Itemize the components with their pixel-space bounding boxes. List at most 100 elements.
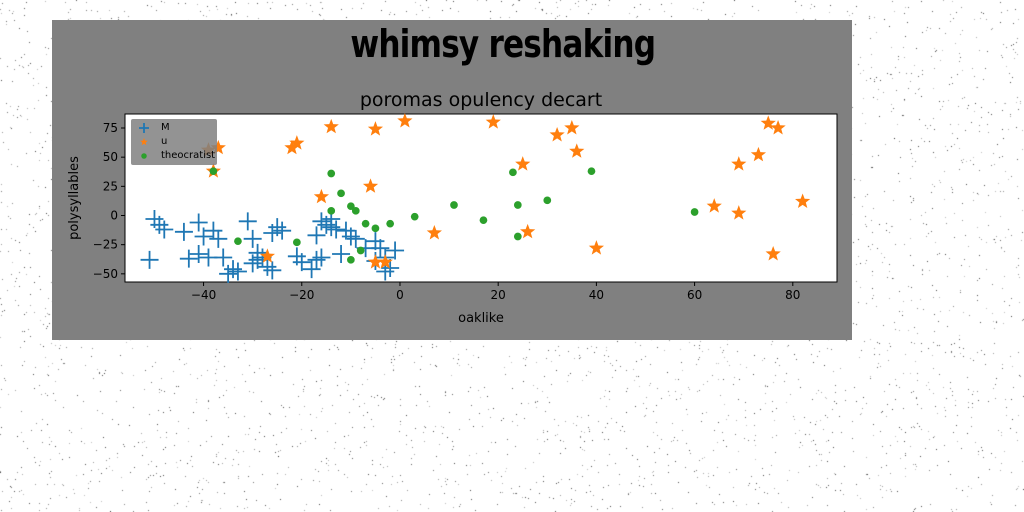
data-point-star [569,143,585,158]
data-point-plus [366,232,385,251]
legend-marker-shape [139,123,149,133]
legend-marker [140,138,148,146]
data-point-star [259,248,276,263]
data-point-star [588,240,604,255]
data-point-plus [341,227,360,246]
data-point-star [706,198,722,213]
data-point-plus [214,248,233,267]
data-point-plus [268,218,287,237]
data-point-circle [690,208,699,216]
legend-marker [139,123,149,133]
y-tick-label: 50 [103,150,118,164]
data-point-plus [312,212,331,231]
axis-ticks: −40 −20 0 20 40 60 80 −50 −25 0 25 50 75 [93,121,801,302]
data-point-plus [228,262,247,281]
x-tick-label: 80 [785,288,800,302]
data-point-circle [356,246,365,255]
y-tick-label: 25 [103,179,118,193]
data-point-plus [219,264,238,283]
data-point-circle [371,224,380,233]
x-tick-label: 20 [491,288,506,302]
data-point-star [760,115,776,130]
data-point-circle [327,206,336,215]
x-tick-label: −40 [191,288,216,302]
data-point-circle [386,219,395,228]
data-point-circle [347,202,355,211]
data-point-star [564,120,580,135]
data-point-star [289,135,305,150]
x-tick-label: −20 [289,288,314,302]
data-point-plus [263,261,282,280]
data-point-plus [327,220,346,239]
legend-label: u [161,136,168,147]
data-point-plus [179,249,198,268]
data-point-star [362,178,379,193]
data-point-star [426,225,442,240]
data-point-plus [189,245,208,263]
data-point-star [731,156,747,171]
data-point-plus [189,213,208,232]
data-point-plus [381,259,400,277]
data-point-star [485,114,501,129]
data-point-star [210,139,226,155]
data-point-star [377,254,393,269]
data-point-star [284,139,300,155]
legend-marker-shape [140,138,148,146]
legend-marker-shape [141,153,147,159]
legend-marker [141,153,147,159]
y-tick-label: −50 [93,267,118,281]
data-point-circle [337,189,345,198]
data-point-plus [209,229,228,248]
data-point-plus [150,215,169,234]
data-point-circle [450,201,458,209]
data-point-star [765,246,781,261]
data-point-plus [194,227,213,246]
data-point-circle [479,216,488,225]
data-point-circle [587,167,596,176]
data-point-circle [509,168,517,177]
data-point-circle [410,212,419,221]
x-tick-label: 60 [687,288,702,302]
data-point-plus [238,212,257,231]
data-point-plus [155,220,174,239]
y-tick-label: −25 [93,238,118,252]
data-point-star [367,254,384,269]
data-point-circle [361,219,370,228]
legend-label: M [161,122,170,133]
data-point-plus [174,222,193,241]
plot-area [124,113,838,283]
data-point-plus [243,229,262,248]
data-point-circle [327,169,336,178]
data-point-star [367,121,384,136]
data-point-circle [293,238,301,247]
data-point-star [731,205,747,220]
data-point-star [750,146,767,162]
data-point-circle [351,206,360,215]
data-point-star [515,156,531,171]
data-point-plus [243,254,262,273]
data-point-plus [204,221,223,240]
data-point-plus [307,226,326,245]
y-tick-label: 0 [110,209,118,223]
y-axis-label: polysyllables [67,156,82,240]
data-point-star [520,223,536,239]
data-point-star [397,113,413,128]
data-point-circle [209,167,218,176]
data-point-plus [258,257,277,276]
data-point-plus [224,260,243,279]
y-tick-label: 75 [103,121,118,135]
x-axis-label: oaklike [458,311,504,326]
chart-title: poromas opulency decart [360,89,602,111]
data-point-plus [307,250,326,269]
x-tick-label: 40 [589,288,604,302]
data-marks [140,113,811,283]
data-point-plus [312,248,331,267]
data-point-plus [332,245,351,263]
data-point-circle [513,232,522,241]
page-title: whimsy reshaking [350,22,656,66]
data-point-plus [371,239,390,258]
data-point-star [313,188,330,204]
data-point-star [549,127,565,142]
